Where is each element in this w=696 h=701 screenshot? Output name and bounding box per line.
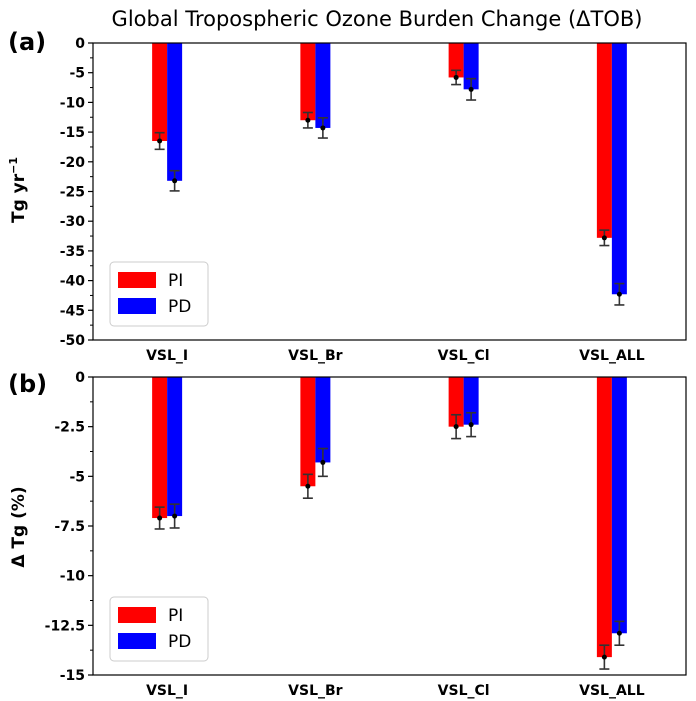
ytick-label-a-8: -40 [60, 274, 86, 290]
ytick-label-a-2: -10 [60, 95, 86, 111]
errorbar-b-pd-1 [317, 447, 328, 478]
errorbar-b-pi-1 [302, 473, 313, 499]
errorbar-b-pi-2 [451, 413, 462, 440]
ytick-label-a-0: 0 [75, 36, 85, 52]
errorbar-b-pd-0 [169, 503, 180, 529]
bar-b-pd-0 [167, 377, 183, 517]
errorbar-b-pi-3 [599, 644, 610, 670]
ytick-label-b-6: -15 [60, 668, 85, 684]
xtick-label-a-3: VSL_ALL [579, 348, 645, 364]
legend-b: PI PD [109, 596, 209, 662]
bar-b-pd-3 [611, 377, 627, 634]
xtick-label-b-2: VSL_Cl [438, 683, 490, 699]
errorbar-a-pi-3 [599, 229, 610, 247]
legend-label-a-pd: PD [168, 297, 191, 317]
xtick-label-a-0: VSL_I [146, 348, 188, 364]
ytick-label-a-10: -50 [60, 333, 86, 349]
bar-b-pi-0 [152, 377, 168, 519]
bar-a-pi-1 [300, 43, 316, 121]
ytick-label-a-9: -45 [60, 303, 85, 319]
panel-b-ylabel: Δ Tg (%) [9, 486, 29, 567]
ytick-label-b-0: 0 [75, 370, 85, 386]
xtick-label-a-2: VSL_Cl [438, 348, 490, 364]
panel-b-label: (b) [8, 370, 47, 398]
ytick-label-b-2: -5 [69, 469, 85, 485]
ytick-label-b-5: -12.5 [45, 618, 85, 634]
errorbar-a-pd-3 [614, 282, 625, 306]
errorbar-a-pd-1 [317, 117, 328, 139]
errorbar-b-pd-3 [614, 620, 625, 647]
legend-label-a-pi: PI [168, 271, 183, 291]
legend-swatch-a-pd [118, 298, 156, 314]
ytick-label-b-4: -10 [60, 569, 86, 585]
errorbar-a-pi-2 [451, 69, 462, 86]
ytick-label-a-1: -5 [69, 66, 85, 82]
bar-b-pi-3 [596, 377, 612, 658]
panel-a: (a) Tg yr−1 0 -5 -10 -15 -20 -25 -30 -35 -40 -45 -… [7, 28, 687, 364]
bar-a-pi-2 [448, 43, 464, 78]
bar-a-pd-2 [463, 43, 479, 90]
errorbar-a-pd-0 [169, 169, 180, 192]
ytick-label-a-5: -25 [60, 185, 85, 201]
bar-a-pd-3 [611, 43, 627, 295]
errorbar-b-pd-2 [466, 411, 477, 438]
ytick-label-b-3: -7.5 [54, 519, 85, 535]
ytick-label-a-6: -30 [60, 214, 86, 230]
errorbar-a-pi-0 [154, 131, 165, 151]
xtick-label-b-3: VSL_ALL [579, 683, 645, 699]
ytick-label-a-4: -20 [60, 155, 86, 171]
xtick-label-b-0: VSL_I [146, 683, 188, 699]
bar-b-pi-1 [300, 377, 316, 487]
errorbar-a-pi-1 [302, 111, 313, 129]
legend-a: PI PD [109, 261, 209, 327]
chart-title: Global Tropospheric Ozone Burden Change … [112, 7, 643, 31]
xtick-label-a-1: VSL_Br [288, 348, 343, 364]
errorbar-b-pi-0 [154, 506, 165, 530]
bar-a-pi-0 [152, 43, 168, 142]
bar-a-pd-0 [167, 43, 183, 181]
legend-label-b-pi: PI [168, 606, 183, 626]
legend-label-b-pd: PD [168, 632, 191, 652]
legend-swatch-b-pi [118, 607, 156, 623]
bar-b-pd-1 [315, 377, 331, 463]
legend-swatch-b-pd [118, 633, 156, 649]
panel-a-label: (a) [8, 28, 46, 56]
panel-a-ylabel: Tg yr−1 [7, 157, 29, 223]
panel-b: (b) Δ Tg (%) 0 -2.5 -5 -7.5 -10 -12.5 -15 VSL_I… [8, 370, 687, 699]
ytick-label-a-3: -15 [60, 125, 85, 141]
ytick-label-a-7: -35 [60, 244, 85, 260]
legend-swatch-a-pi [118, 272, 156, 288]
ytick-label-b-1: -2.5 [54, 420, 85, 436]
bar-a-pd-1 [315, 43, 331, 128]
errorbar-a-pd-2 [466, 77, 477, 101]
bar-a-pi-3 [596, 43, 612, 238]
xtick-label-b-1: VSL_Br [288, 683, 343, 699]
